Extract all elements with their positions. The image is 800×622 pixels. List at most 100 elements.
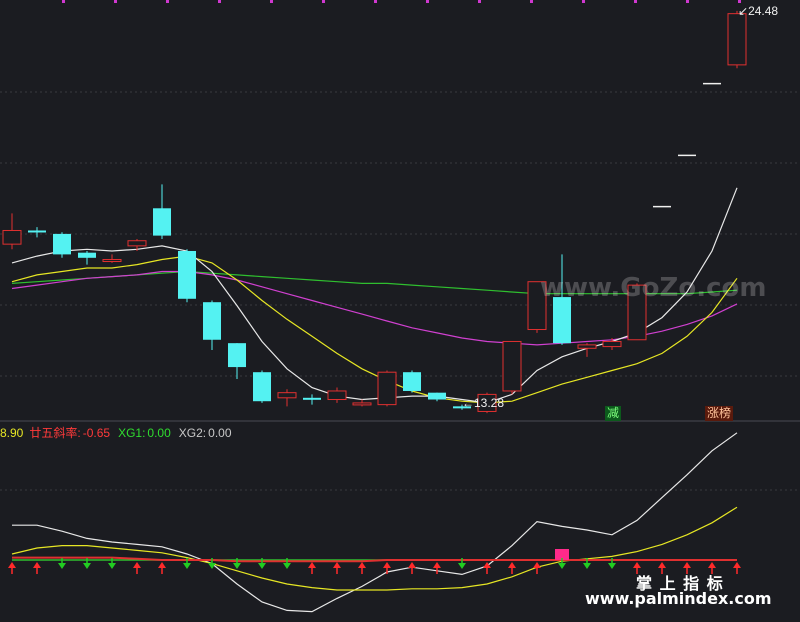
candle-body-up — [377, 371, 397, 406]
up-arrow-icon — [8, 562, 16, 568]
top-marker-dot — [374, 0, 377, 3]
candle-body-up — [627, 284, 647, 341]
candle-body-down — [153, 208, 171, 236]
brand-url: www.palmindex.com — [585, 589, 772, 608]
indicator-header: 8.90 廿五斜率: -0.65 XG1: 0.00 XG2: 0.00 — [0, 424, 236, 441]
up-arrow-icon — [433, 562, 441, 568]
top-marker-dot — [530, 0, 533, 3]
candle-body-up — [327, 390, 347, 401]
up-arrow-icon — [483, 562, 491, 568]
up-arrow-icon — [333, 562, 341, 568]
candlestick-series — [2, 10, 747, 414]
up-arrow-icon — [358, 562, 366, 568]
candle-body-up — [727, 13, 747, 66]
down-arrow-icon — [233, 563, 241, 569]
candle-body-down — [553, 297, 571, 344]
candle-body-up — [127, 240, 147, 247]
up-arrow-icon — [408, 562, 416, 568]
up-arrow-icon — [733, 562, 741, 568]
candle-body-down — [178, 250, 196, 299]
top-marker-dot — [686, 0, 689, 3]
candle-body-down — [253, 372, 271, 402]
candle-body-up — [352, 402, 372, 406]
candle-body-down — [28, 230, 46, 233]
header-prefix: 8.90 — [0, 426, 24, 440]
up-arrow-icon — [508, 562, 516, 568]
ma-white-line — [11, 187, 738, 404]
indicator-white-line — [12, 432, 738, 613]
ma-yellow-line — [11, 255, 738, 404]
grid-lines — [0, 91, 800, 491]
up-arrow-icon — [133, 562, 141, 568]
top-marker-dot — [738, 0, 741, 3]
watermark: www.GoZo.com — [540, 273, 767, 303]
candle-body-down — [428, 392, 446, 400]
indicator-panel — [8, 432, 741, 613]
down-arrow-icon — [458, 563, 466, 569]
down-arrow-icon — [83, 563, 91, 569]
candle-body-down — [303, 397, 321, 400]
xg2-value: 0.00 — [208, 426, 232, 440]
signal-badge-reduce: 减 — [605, 406, 622, 421]
xg2-label: XG2: — [178, 426, 207, 440]
up-arrow-icon — [158, 562, 166, 568]
candle-body-up — [102, 259, 122, 263]
ma-magenta-line — [11, 270, 738, 346]
up-arrow-icon — [533, 562, 541, 568]
top-marker-dot — [270, 0, 273, 3]
pink-marker — [555, 549, 569, 560]
arrow-icon: ↙ — [738, 4, 749, 18]
xg1-value: 0.00 — [147, 426, 171, 440]
up-arrow-icon — [33, 562, 41, 568]
top-marker-dot — [322, 0, 325, 3]
top-marker-dots — [62, 0, 741, 3]
indicator-red-line — [12, 556, 737, 563]
top-marker-dot — [478, 0, 481, 3]
arrow-icon: ← — [462, 396, 474, 410]
up-arrow-icon — [383, 562, 391, 568]
high-price-label: ↙24.48 — [738, 4, 778, 18]
high-price-value: 24.48 — [748, 4, 779, 18]
low-price-label: ←13.28 — [462, 396, 504, 410]
down-arrow-icon — [608, 563, 616, 569]
down-arrow-icon — [183, 563, 191, 569]
down-arrow-icon — [583, 563, 591, 569]
candle-body-down — [53, 233, 71, 255]
down-arrow-icon — [58, 563, 66, 569]
up-arrow-icon — [683, 562, 691, 568]
slope-label: 廿五斜率: — [29, 426, 81, 440]
candle-body-up — [277, 392, 297, 399]
top-marker-dot — [582, 0, 585, 3]
down-arrow-icon — [258, 563, 266, 569]
down-arrow-icon — [208, 563, 216, 569]
down-arrow-icon — [108, 563, 116, 569]
indicator-yellow-line — [11, 506, 738, 591]
candle-body-down — [453, 406, 471, 409]
top-marker-dot — [114, 0, 117, 3]
brand-title: 掌 上 指 标 — [636, 574, 724, 593]
low-price-value: 13.28 — [474, 396, 505, 410]
up-arrow-icon — [308, 562, 316, 568]
candle-body-down — [403, 372, 421, 391]
up-arrow-icon — [633, 562, 641, 568]
candle-body-up — [477, 393, 497, 412]
candle-body-up — [502, 340, 522, 392]
top-marker-dot — [426, 0, 429, 3]
down-arrow-icon — [283, 563, 291, 569]
top-marker-dot — [218, 0, 221, 3]
candle-body-up — [2, 229, 22, 245]
up-arrow-icon — [658, 562, 666, 568]
slope-value: -0.65 — [82, 426, 111, 440]
candle-body-down — [203, 302, 221, 340]
down-arrow-icon — [558, 563, 566, 569]
signal-badge-surge: 涨榜 — [705, 406, 734, 421]
candle-body-down — [78, 252, 96, 258]
candle-body-down — [228, 343, 246, 368]
moving-average-lines — [11, 187, 738, 404]
top-marker-dot — [62, 0, 65, 3]
top-marker-dot — [166, 0, 169, 3]
candle-body-up — [577, 344, 597, 349]
up-arrow-icon — [708, 562, 716, 568]
top-marker-dot — [634, 0, 637, 3]
